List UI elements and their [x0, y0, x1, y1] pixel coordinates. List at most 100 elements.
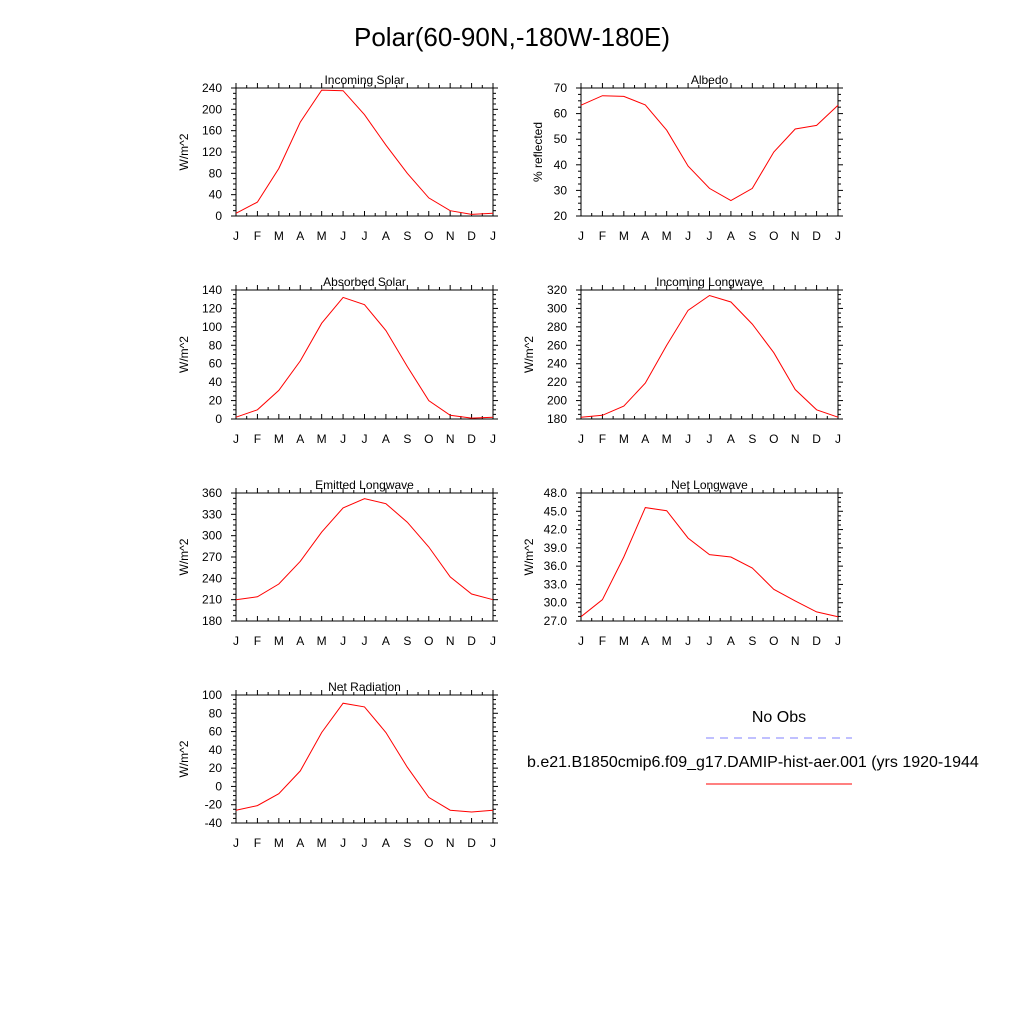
x-tick-label: O — [424, 229, 433, 243]
x-tick-label: S — [403, 229, 411, 243]
x-tick-label: O — [769, 432, 778, 446]
y-tick-label: 100 — [202, 320, 222, 334]
y-tick-label: -40 — [205, 816, 223, 830]
x-tick-label: J — [362, 432, 368, 446]
y-tick-label: 20 — [554, 209, 568, 223]
x-tick-label: J — [340, 432, 346, 446]
main-title: Polar(60-90N,-180W-180E) — [354, 22, 670, 52]
panel-title: Incoming Longwave — [656, 275, 763, 289]
y-tick-label: 240 — [202, 571, 222, 585]
x-tick-label: M — [317, 634, 327, 648]
x-tick-label: J — [490, 432, 496, 446]
y-tick-label: 36.0 — [544, 559, 568, 573]
x-tick-label: A — [382, 432, 390, 446]
x-tick-label: F — [599, 432, 606, 446]
x-tick-label: M — [274, 634, 284, 648]
x-tick-label: N — [446, 634, 455, 648]
x-tick-label: N — [446, 229, 455, 243]
x-tick-label: M — [274, 229, 284, 243]
y-tick-label: 240 — [547, 357, 567, 371]
x-tick-label: O — [424, 634, 433, 648]
panel-title: Net Longwave — [671, 478, 748, 492]
y-tick-label: 200 — [547, 394, 567, 408]
y-tick-label: 40 — [209, 188, 223, 202]
y-axis-label: % reflected — [531, 122, 545, 182]
y-tick-label: 0 — [215, 779, 222, 793]
y-tick-label: 20 — [209, 394, 223, 408]
plot-frame — [580, 87, 839, 217]
y-tick-label: 33.0 — [544, 577, 568, 591]
x-tick-label: M — [274, 432, 284, 446]
series-line — [235, 702, 494, 813]
x-tick-label: M — [317, 836, 327, 850]
series-line — [580, 294, 839, 418]
x-tick-label: N — [791, 432, 800, 446]
x-tick-label: F — [599, 229, 606, 243]
y-tick-label: 80 — [209, 706, 223, 720]
x-tick-label: A — [296, 432, 304, 446]
x-tick-label: O — [424, 836, 433, 850]
series-line — [580, 95, 839, 202]
x-tick-label: J — [707, 634, 713, 648]
y-tick-label: 270 — [202, 550, 222, 564]
y-tick-label: 48.0 — [544, 486, 568, 500]
y-tick-label: 280 — [547, 320, 567, 334]
x-tick-label: J — [835, 634, 841, 648]
y-tick-label: 42.0 — [544, 523, 568, 537]
x-tick-label: D — [812, 432, 821, 446]
x-tick-label: J — [490, 229, 496, 243]
plot-frame — [235, 289, 494, 420]
plot-frame — [235, 694, 494, 824]
y-tick-label: 120 — [202, 145, 222, 159]
x-tick-label: A — [382, 836, 390, 850]
x-tick-label: D — [467, 634, 476, 648]
y-tick-label: 200 — [202, 102, 222, 116]
x-tick-label: A — [727, 634, 735, 648]
y-tick-label: 60 — [209, 725, 223, 739]
x-tick-label: A — [382, 634, 390, 648]
x-tick-label: J — [233, 229, 239, 243]
y-tick-label: 180 — [547, 412, 567, 426]
x-tick-label: J — [685, 432, 691, 446]
y-tick-label: 60 — [554, 107, 568, 121]
y-tick-label: 120 — [202, 301, 222, 315]
y-tick-label: 80 — [209, 166, 223, 180]
panel-title: Albedo — [691, 73, 729, 87]
x-tick-label: M — [619, 229, 629, 243]
x-tick-label: N — [446, 836, 455, 850]
y-tick-label: 260 — [547, 338, 567, 352]
x-tick-label: J — [362, 229, 368, 243]
x-tick-label: J — [578, 229, 584, 243]
y-tick-label: 360 — [202, 486, 222, 500]
y-tick-label: -20 — [205, 798, 223, 812]
y-tick-label: 45.0 — [544, 504, 568, 518]
x-tick-label: N — [791, 634, 800, 648]
x-tick-label: J — [362, 836, 368, 850]
x-tick-label: A — [296, 634, 304, 648]
y-axis-label: W/m^2 — [177, 133, 191, 170]
x-tick-label: J — [685, 634, 691, 648]
y-tick-label: 39.0 — [544, 541, 568, 555]
y-axis-label: W/m^2 — [177, 538, 191, 575]
y-tick-label: 100 — [202, 688, 222, 702]
x-tick-label: A — [382, 229, 390, 243]
series-line — [235, 89, 494, 215]
x-tick-label: J — [835, 432, 841, 446]
x-tick-label: D — [467, 229, 476, 243]
series-line — [235, 498, 494, 601]
x-tick-label: J — [578, 432, 584, 446]
y-tick-label: 20 — [209, 761, 223, 775]
x-tick-label: J — [707, 432, 713, 446]
y-tick-label: 27.0 — [544, 614, 568, 628]
x-tick-label: O — [769, 229, 778, 243]
y-axis-label: W/m^2 — [177, 740, 191, 777]
y-tick-label: 30 — [554, 183, 568, 197]
x-tick-label: S — [403, 432, 411, 446]
